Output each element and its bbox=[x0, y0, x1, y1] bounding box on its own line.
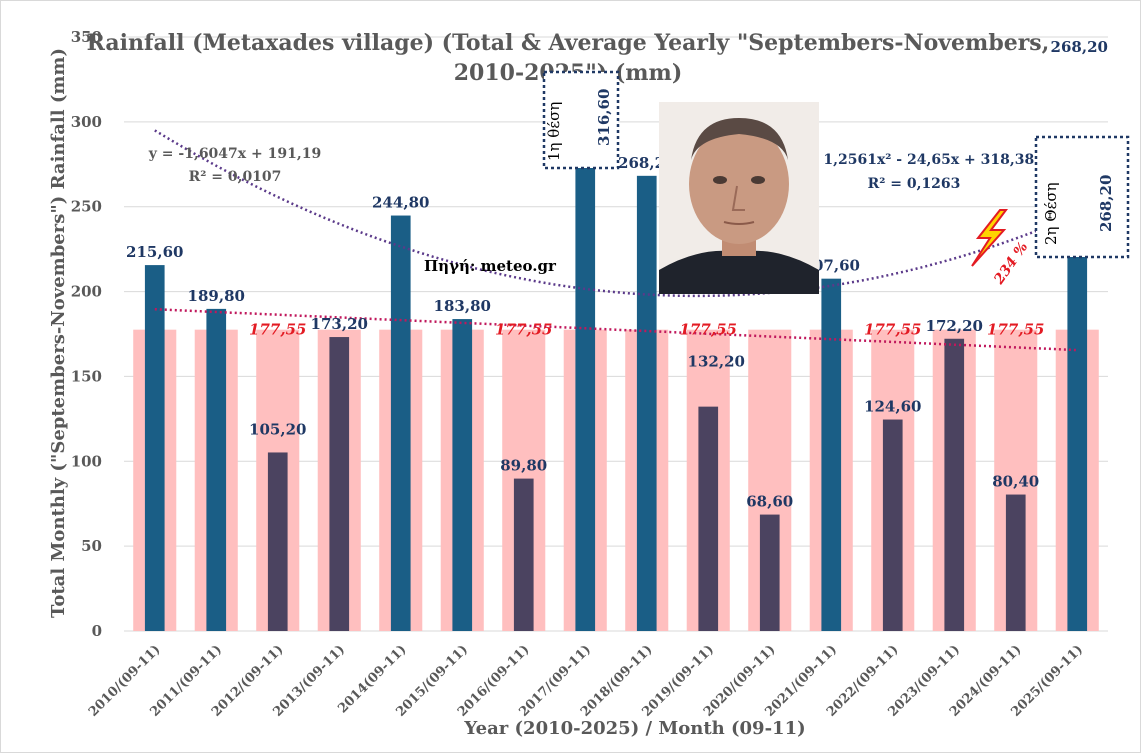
value-bar bbox=[759, 514, 780, 631]
data-label: 132,20 bbox=[688, 353, 745, 371]
rank1-value: 316,60 bbox=[595, 89, 613, 146]
linear-trendline bbox=[154, 307, 1078, 352]
linear-trend-r2: R² = 0,0107 bbox=[189, 169, 282, 185]
data-label: 80,40 bbox=[992, 473, 1039, 491]
value-bar bbox=[513, 478, 534, 631]
data-label: 105,20 bbox=[249, 420, 306, 438]
value-bar bbox=[944, 338, 965, 631]
value-bar bbox=[698, 406, 719, 631]
value-bar bbox=[267, 452, 288, 631]
value-bar bbox=[206, 308, 227, 631]
data-label: 124,60 bbox=[864, 398, 921, 416]
data-label: 89,80 bbox=[500, 457, 547, 475]
value-bar bbox=[452, 319, 473, 631]
y-tick-label: 100 bbox=[71, 452, 102, 470]
y-tick-label: 250 bbox=[71, 198, 102, 216]
y-axis-label: Total Monthly ("Septembers-Novembers") R… bbox=[48, 48, 69, 618]
average-label: 177,55 bbox=[495, 321, 552, 339]
value-bar bbox=[575, 93, 596, 631]
value-bars bbox=[144, 93, 1088, 631]
poly-trend-r2: R² = 0,1263 bbox=[868, 176, 961, 192]
average-label: 177,55 bbox=[987, 321, 1044, 339]
average-label: 177,55 bbox=[249, 321, 306, 339]
data-label: 183,80 bbox=[434, 297, 491, 315]
y-tick-label: 200 bbox=[71, 283, 102, 301]
x-axis-label: Year (2010-2025) / Month (09-11) bbox=[463, 718, 805, 739]
average-label: 177,55 bbox=[680, 321, 737, 339]
value-bar bbox=[1067, 175, 1088, 631]
rank1-text: 1η θέση bbox=[545, 102, 563, 161]
data-label: 268,20 bbox=[1051, 38, 1108, 56]
data-label: 215,60 bbox=[126, 243, 183, 261]
value-bar bbox=[1005, 494, 1026, 631]
trendlines bbox=[154, 129, 1078, 352]
y-tick-label: 300 bbox=[71, 113, 102, 131]
rank2-annotation: 2η Θέση 268,20 bbox=[1034, 135, 1130, 259]
y-tick-labels: 0 50 100 150 200 250 300 350 bbox=[71, 28, 102, 640]
portrait-photo bbox=[659, 102, 819, 294]
y-tick-label: 150 bbox=[71, 367, 102, 385]
data-label: 189,80 bbox=[188, 287, 245, 305]
source-note: Πηγή: meteo.gr bbox=[424, 257, 557, 275]
linear-trend-equation: y = -1,6047x + 191,19 bbox=[148, 146, 321, 162]
value-bar bbox=[329, 337, 350, 631]
rank2-value: 268,20 bbox=[1097, 175, 1115, 232]
data-label: 172,20 bbox=[926, 317, 983, 335]
chart-title-line1: Rainfall (Metaxades village) (Total & Av… bbox=[87, 30, 1050, 56]
value-bar bbox=[882, 419, 903, 631]
average-label: 177,55 bbox=[864, 321, 921, 339]
y-tick-label: 0 bbox=[92, 622, 102, 640]
average-labels: 177,55 177,55 177,55 177,55 177,55 bbox=[249, 321, 1044, 339]
x-tick-labels: 2010/(09-11)2011/(09-11)2012/(09-11)2013… bbox=[86, 642, 1086, 720]
y-tick-label: 50 bbox=[81, 537, 102, 555]
poly-trend-equation: y = 1,2561x² - 24,65x + 318,38 bbox=[793, 152, 1034, 168]
y-tick-label: 350 bbox=[71, 28, 102, 46]
value-bar bbox=[144, 265, 165, 631]
value-bar bbox=[390, 215, 411, 631]
value-bar bbox=[821, 278, 842, 631]
data-label: 244,80 bbox=[372, 194, 429, 212]
rank1-annotation: 1η θέση 316,60 bbox=[542, 70, 620, 170]
rank2-text: 2η Θέση bbox=[1042, 182, 1060, 245]
value-bar bbox=[636, 175, 657, 631]
data-label: 173,20 bbox=[311, 315, 368, 333]
lightning-icon bbox=[971, 209, 1008, 267]
percent-label: 234 % bbox=[991, 239, 1032, 288]
data-label: 68,60 bbox=[746, 493, 793, 511]
